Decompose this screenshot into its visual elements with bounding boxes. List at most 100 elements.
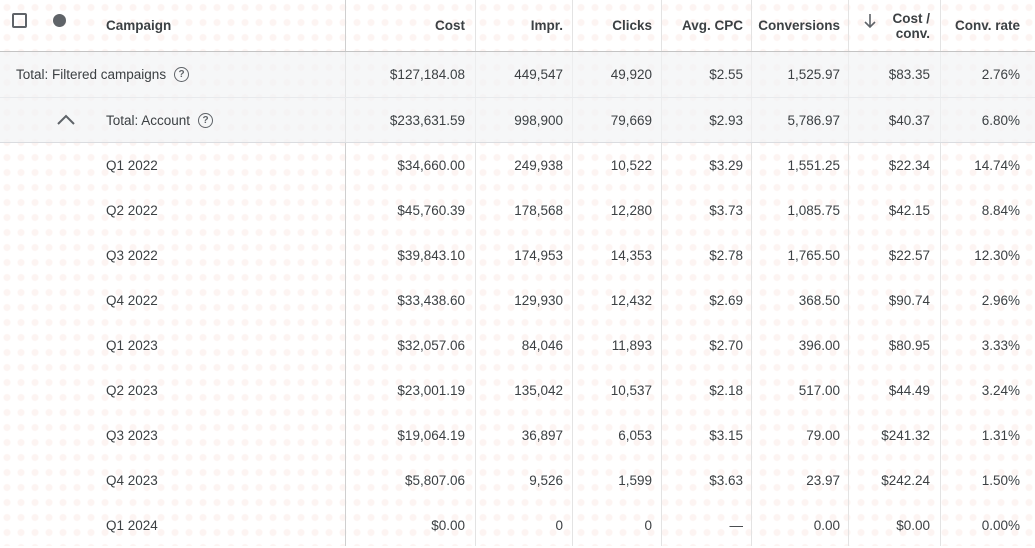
cost-cell: $19,064.19: [397, 428, 465, 443]
total-account-cost: $233,631.59: [389, 112, 465, 128]
impr-cell: 129,930: [514, 293, 563, 308]
total-filtered-avg-cpc: $2.55: [709, 67, 743, 82]
clicks-cell: 12,280: [610, 203, 652, 218]
total-account-row: Total: Account ? $233,631.59 998,900 79,…: [0, 98, 1035, 143]
campaign-name[interactable]: Q1 2023: [106, 338, 158, 353]
impr-column-header[interactable]: Impr.: [530, 18, 563, 33]
cost-per-conv-header-line2: conv.: [895, 25, 930, 41]
total-account-conversions: 5,786.97: [787, 112, 840, 128]
impr-cell: 9,526: [529, 473, 563, 488]
conversions-cell: 23.97: [806, 473, 840, 488]
total-filtered-conversions: 1,525.97: [787, 67, 840, 82]
select-all-checkbox[interactable]: [12, 13, 27, 28]
clicks-cell: 1,599: [618, 473, 652, 488]
total-filtered-clicks: 49,920: [610, 67, 652, 82]
conversions-column-header[interactable]: Conversions: [758, 18, 840, 33]
conv-rate-cell: 14.74%: [974, 158, 1020, 173]
conv-rate-column-header[interactable]: Conv. rate: [954, 18, 1020, 33]
conv-rate-cell: 12.30%: [974, 248, 1020, 263]
clicks-cell: 10,522: [610, 158, 652, 173]
campaign-name[interactable]: Q2 2023: [106, 383, 158, 398]
avg-cpc-cell: $2.69: [709, 293, 743, 308]
campaign-name[interactable]: Q3 2022: [106, 248, 158, 263]
cost-per-conv-cell: $44.49: [888, 383, 930, 398]
table-row[interactable]: Q3 2023 $19,064.19 36,897 6,053 $3.15 79…: [0, 413, 1035, 458]
cost-per-conv-cell: $42.15: [888, 203, 930, 218]
total-account-label-cell: Total: Account ?: [106, 98, 214, 142]
help-icon[interactable]: ?: [198, 112, 214, 128]
cost-per-conv-cell: $0.00: [896, 518, 930, 533]
total-account-label: Total: Account: [106, 112, 191, 128]
conv-rate-cell: 0.00%: [981, 518, 1020, 533]
conversions-cell: 1,551.25: [787, 158, 840, 173]
clicks-cell: 11,893: [611, 338, 652, 353]
conversions-cell: 1,085.75: [787, 203, 840, 218]
table-row[interactable]: Q1 2022 $34,660.00 249,938 10,522 $3.29 …: [0, 143, 1035, 188]
avg-cpc-cell: $3.15: [709, 428, 743, 443]
conv-rate-cell: 1.50%: [981, 473, 1020, 488]
campaign-name[interactable]: Q3 2023: [106, 428, 158, 443]
table-row[interactable]: Q1 2023 $32,057.06 84,046 11,893 $2.70 3…: [0, 323, 1035, 368]
avg-cpc-column-header[interactable]: Avg. CPC: [681, 18, 743, 33]
total-filtered-cost-per-conv: $83.35: [888, 67, 930, 82]
cost-cell: $0.00: [431, 518, 465, 533]
impr-cell: 0: [555, 518, 563, 533]
conv-rate-cell: 2.96%: [981, 293, 1020, 308]
avg-cpc-cell: $2.78: [709, 248, 743, 263]
help-icon[interactable]: ?: [174, 67, 190, 82]
clicks-cell: 0: [644, 518, 652, 533]
campaign-name[interactable]: Q2 2022: [106, 203, 158, 218]
table-row[interactable]: Q2 2023 $23,001.19 135,042 10,537 $2.18 …: [0, 368, 1035, 413]
conversions-cell: 79.00: [806, 428, 840, 443]
campaign-column-header[interactable]: Campaign: [106, 18, 172, 33]
cost-cell: $45,760.39: [397, 203, 465, 218]
table-row[interactable]: Q1 2024 $0.00 0 0 — 0.00 $0.00 0.00%: [0, 503, 1035, 548]
cost-per-conv-column-header[interactable]: Cost / conv.: [853, 0, 930, 51]
status-dot-icon[interactable]: [53, 14, 66, 27]
total-account-impr: 998,900: [514, 112, 563, 128]
total-filtered-impr: 449,547: [514, 67, 563, 82]
total-account-avg-cpc: $2.93: [709, 112, 743, 128]
column-divider: [751, 0, 752, 546]
campaign-name[interactable]: Q4 2023: [106, 473, 158, 488]
column-divider: [940, 0, 941, 546]
avg-cpc-cell: $2.18: [709, 383, 743, 398]
avg-cpc-cell: —: [729, 518, 744, 533]
cost-per-conv-cell: $90.74: [888, 293, 930, 308]
total-account-conv-rate: 6.80%: [981, 112, 1020, 128]
total-account-clicks: 79,669: [610, 112, 652, 128]
cost-column-header[interactable]: Cost: [435, 18, 465, 33]
cost-per-conv-cell: $242.24: [881, 473, 930, 488]
avg-cpc-cell: $2.70: [709, 338, 743, 353]
clicks-cell: 12,432: [610, 293, 652, 308]
table-header: Campaign Cost Impr. Clicks Avg. CPC Conv…: [0, 0, 1035, 52]
total-filtered-row: Total: Filtered campaigns ? $127,184.08 …: [0, 52, 1035, 98]
avg-cpc-cell: $3.73: [709, 203, 743, 218]
arrow-down-icon[interactable]: [862, 12, 878, 30]
cost-per-conv-header-line1: Cost /: [892, 10, 930, 26]
campaign-name[interactable]: Q1 2022: [106, 158, 158, 173]
total-filtered-cost: $127,184.08: [389, 67, 465, 82]
impr-cell: 84,046: [521, 338, 563, 353]
avg-cpc-cell: $3.63: [709, 473, 743, 488]
table-row[interactable]: Q2 2022 $45,760.39 178,568 12,280 $3.73 …: [0, 188, 1035, 233]
cost-cell: $33,438.60: [397, 293, 465, 308]
campaign-name[interactable]: Q1 2024: [106, 518, 158, 533]
cost-cell: $23,001.19: [397, 383, 465, 398]
campaign-name[interactable]: Q4 2022: [106, 293, 158, 308]
total-filtered-conv-rate: 2.76%: [981, 67, 1020, 82]
clicks-column-header[interactable]: Clicks: [612, 18, 652, 33]
table-row[interactable]: Q4 2023 $5,807.06 9,526 1,599 $3.63 23.9…: [0, 458, 1035, 503]
cost-per-conv-cell: $241.32: [881, 428, 930, 443]
column-divider: [572, 0, 573, 546]
impr-cell: 174,953: [514, 248, 563, 263]
conversions-cell: 0.00: [813, 518, 840, 533]
chevron-up-icon[interactable]: [55, 112, 77, 126]
table-row[interactable]: Q3 2022 $39,843.10 174,953 14,353 $2.78 …: [0, 233, 1035, 278]
avg-cpc-cell: $3.29: [709, 158, 743, 173]
total-account-cost-per-conv: $40.37: [888, 112, 930, 128]
cost-cell: $34,660.00: [397, 158, 465, 173]
conversions-cell: 517.00: [798, 383, 840, 398]
impr-cell: 36,897: [521, 428, 563, 443]
table-row[interactable]: Q4 2022 $33,438.60 129,930 12,432 $2.69 …: [0, 278, 1035, 323]
